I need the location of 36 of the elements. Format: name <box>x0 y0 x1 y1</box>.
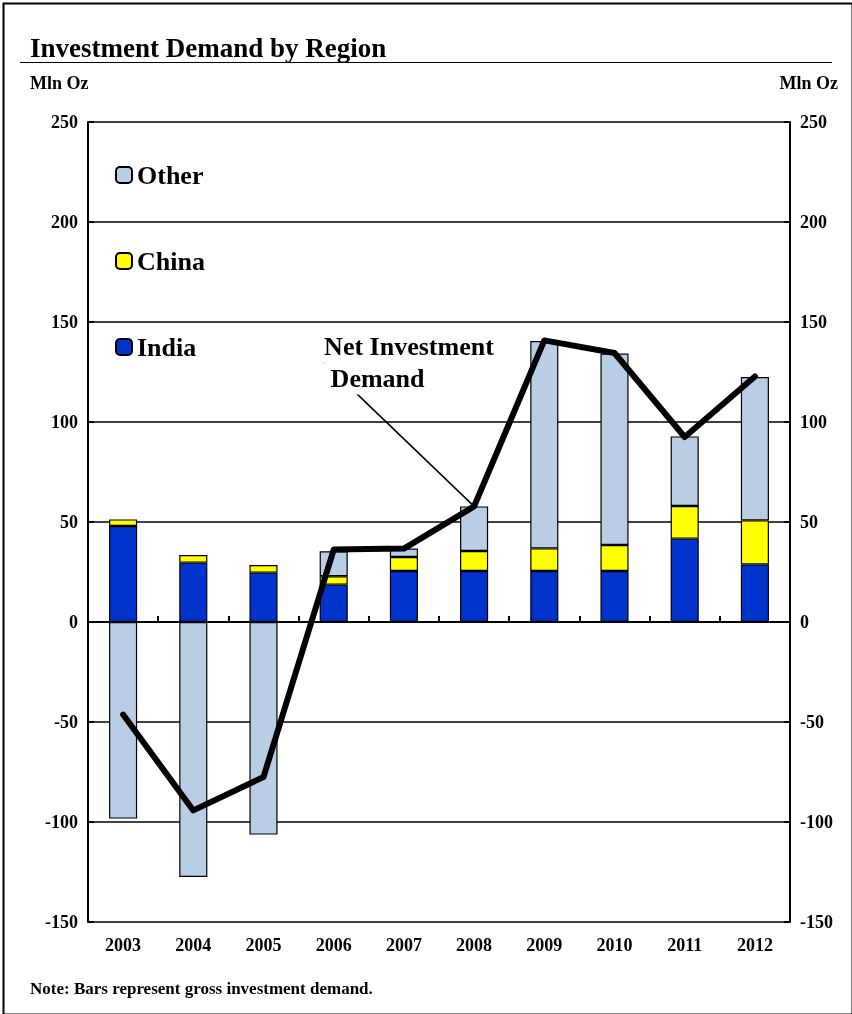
y2-tick-label: 250 <box>800 112 827 132</box>
y-axis-title: Mln Oz <box>30 73 89 93</box>
x-tick-label: 2003 <box>105 935 142 955</box>
legend-label: India <box>137 332 197 362</box>
x-tick-label: 2004 <box>175 935 212 955</box>
series-label: Net Investment Demand <box>324 331 495 393</box>
chart-title: Investment Demand by Region <box>30 32 387 63</box>
x-tick-label: 2008 <box>456 935 493 955</box>
y-tick-label: 100 <box>51 412 78 432</box>
y2-tick-label: 100 <box>800 412 827 432</box>
x-tick-label: 2007 <box>385 935 422 955</box>
y2-tick-label: 0 <box>800 612 809 632</box>
y-tick-label: 50 <box>60 512 78 532</box>
y2-tick-label: 200 <box>800 212 827 232</box>
y-tick-label: 0 <box>69 612 78 632</box>
y2-tick-label: 150 <box>800 312 827 332</box>
y-tick-label: 150 <box>51 312 78 332</box>
x-tick-label: 2011 <box>667 935 703 955</box>
text: Note: Bars represent gross investment demand. <box>30 979 373 998</box>
y2-tick-label: -50 <box>800 712 824 732</box>
legend-label: Other <box>137 160 204 190</box>
y-tick-label: 200 <box>51 212 78 232</box>
y-tick-label: -150 <box>45 912 78 932</box>
legend-label: China <box>137 246 205 276</box>
y2-axis-title: Mln Oz <box>779 73 839 93</box>
x-tick-label: 2010 <box>596 935 633 955</box>
y-tick-label: 250 <box>51 112 78 132</box>
x-tick-label: 2005 <box>245 935 282 955</box>
y2-tick-label: 50 <box>800 512 818 532</box>
x-tick-label: 2006 <box>315 935 352 955</box>
y2-tick-label: -150 <box>800 912 833 932</box>
x-tick-label: 2009 <box>526 935 563 955</box>
x-tick-label: 2012 <box>736 935 773 955</box>
y-tick-label: -50 <box>54 712 78 732</box>
y-tick-label: -100 <box>45 812 78 832</box>
y2-tick-label: -100 <box>800 812 833 832</box>
